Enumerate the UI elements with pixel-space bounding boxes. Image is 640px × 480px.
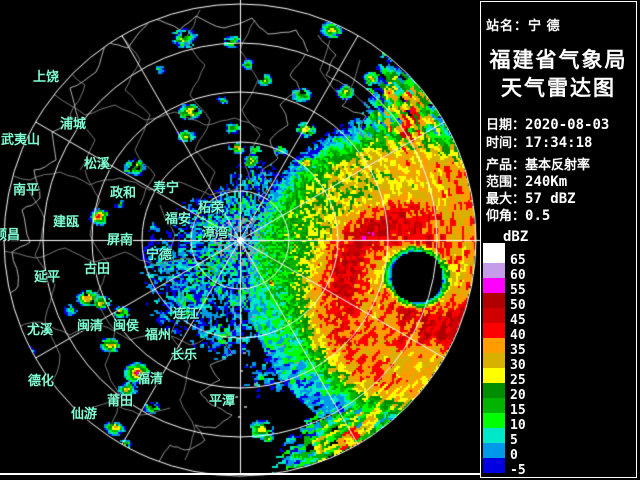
colorbar-value: 10	[510, 418, 526, 433]
colorbar-row: 0	[483, 443, 518, 463]
info-row-5: 仰角：0.5	[486, 205, 550, 224]
info-value: 2020-08-03	[525, 117, 610, 133]
colorbar-swatch	[483, 368, 505, 383]
colorbar-value: 5	[510, 433, 518, 448]
info-value: 57 dBZ	[525, 191, 576, 207]
colorbar-row: 5	[483, 428, 518, 448]
colorbar-value: 25	[510, 373, 526, 388]
info-panel: 站名：宁 德 福建省气象局 天气雷达图 日期：2020-08-03 时间：17:3…	[480, 1, 637, 478]
info-label: 日期：	[486, 117, 526, 132]
radar-map-title: 天气雷达图	[501, 76, 616, 100]
colorbar-row: 45	[483, 308, 526, 328]
colorbar-swatch	[483, 398, 505, 413]
colorbar-row: -5	[483, 458, 526, 478]
colorbar-swatch	[483, 443, 505, 458]
colorbar-value: -5	[510, 463, 526, 478]
colorbar-value: 0	[510, 448, 518, 463]
info-value: 17:34:18	[525, 135, 593, 151]
radar-canvas	[0, 0, 480, 480]
colorbar-swatch	[483, 353, 505, 368]
info-value: 基本反射率	[525, 157, 591, 172]
colorbar-row: 60	[483, 263, 526, 283]
info-row-2: 产品：基本反射率	[486, 154, 590, 173]
colorbar-row: 35	[483, 338, 526, 358]
colorbar-value: 35	[510, 343, 526, 358]
colorbar-value: 65	[510, 253, 526, 268]
colorbar-swatch	[483, 323, 505, 338]
colorbar-swatch	[483, 338, 505, 353]
colorbar-row: 25	[483, 368, 526, 388]
info-row-3: 范围：240Km	[486, 171, 567, 190]
colorbar-title: dBZ	[503, 229, 529, 245]
colorbar-swatch	[483, 278, 505, 293]
info-label: 范围：	[486, 174, 526, 189]
colorbar-value: 50	[510, 298, 526, 313]
colorbar-row: 40	[483, 323, 526, 343]
info-value: 240Km	[525, 174, 568, 190]
colorbar-swatch	[483, 263, 505, 278]
colorbar-value: 20	[510, 388, 526, 403]
station-row: 站名：宁 德	[486, 15, 561, 34]
colorbar-value: 60	[510, 268, 526, 283]
colorbar-row: 65	[483, 243, 526, 268]
colorbar-value: 40	[510, 328, 526, 343]
station-value: 宁 德	[528, 18, 561, 33]
info-value: 0.5	[525, 208, 551, 224]
colorbar-swatch	[483, 413, 505, 428]
colorbar-value: 45	[510, 313, 526, 328]
colorbar-row: 15	[483, 398, 526, 418]
info-row-0: 日期：2020-08-03	[486, 114, 609, 133]
colorbar-row: 30	[483, 353, 526, 373]
colorbar-swatch	[483, 458, 505, 473]
station-label: 站名：	[486, 18, 529, 33]
info-label: 最大：	[486, 191, 526, 206]
colorbar-row: 10	[483, 413, 526, 433]
bottom-border-line	[0, 473, 481, 475]
colorbar-row: 20	[483, 383, 526, 403]
bureau-title: 福建省气象局	[489, 48, 628, 72]
colorbar-swatch	[483, 293, 505, 308]
colorbar-row: 50	[483, 293, 526, 313]
colorbar-value: 15	[510, 403, 526, 418]
colorbar-swatch	[483, 308, 505, 323]
colorbar-row: 55	[483, 278, 526, 298]
colorbar-swatch	[483, 428, 505, 443]
info-label: 产品：	[486, 157, 526, 172]
info-row-4: 最大：57 dBZ	[486, 188, 576, 207]
colorbar-value: 30	[510, 358, 526, 373]
colorbar-swatch	[483, 383, 505, 398]
radar-display: 上饶 武夷山 浦城 松溪 南平 政和 建瓯 顺昌 屏南 寿宁 柘荣 福安 漳湾 宁德 古田 延平 尤溪 闽清 闽侯连…	[0, 0, 480, 480]
colorbar-value: 55	[510, 283, 526, 298]
info-row-1: 时间：17:34:18	[486, 132, 592, 151]
info-label: 时间：	[486, 135, 526, 150]
colorbar-swatch	[483, 243, 505, 263]
info-label: 仰角：	[486, 208, 526, 223]
